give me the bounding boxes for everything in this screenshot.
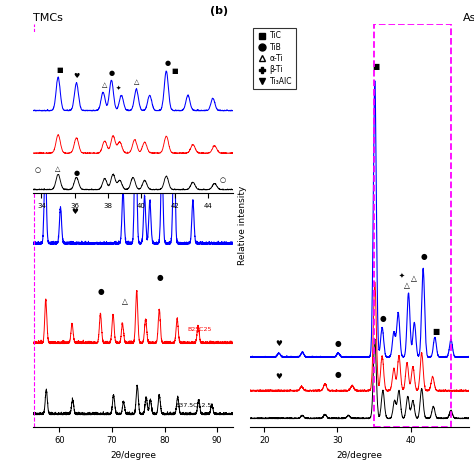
Text: ♥: ♥ [275, 338, 283, 347]
Text: ●: ● [160, 133, 166, 142]
Bar [374, 24, 451, 427]
Text: △: △ [122, 297, 128, 306]
Text: ♥: ♥ [72, 207, 79, 216]
Text: ●: ● [380, 314, 386, 323]
Y-axis label: Relative intensity: Relative intensity [238, 185, 247, 265]
Text: B25C25: B25C25 [187, 327, 212, 332]
Text: (b): (b) [210, 6, 228, 16]
X-axis label: 2θ/degree: 2θ/degree [337, 451, 383, 460]
Text: As-c: As-c [463, 13, 474, 23]
Text: ●: ● [334, 338, 341, 347]
Text: ●: ● [420, 252, 427, 261]
Text: B37.5C12.5: B37.5C12.5 [175, 403, 212, 408]
Text: ■: ■ [432, 327, 439, 336]
Text: TMCs: TMCs [33, 13, 63, 23]
Text: ♥: ♥ [275, 372, 283, 381]
Text: △: △ [404, 282, 410, 290]
Text: ●: ● [97, 287, 104, 296]
Text: △: △ [411, 274, 417, 283]
Text: ■: ■ [43, 136, 50, 145]
Text: ●: ● [157, 273, 164, 282]
Legend: TiC, TiB, α-Ti, β-Ti, Ti₃AlC: TiC, TiB, α-Ti, β-Ti, Ti₃AlC [254, 27, 296, 89]
Text: ■: ■ [372, 62, 379, 71]
Text: B12.5C37.5: B12.5C37.5 [175, 118, 212, 123]
X-axis label: 2θ/degree: 2θ/degree [110, 451, 156, 460]
Text: ✦: ✦ [399, 273, 405, 279]
Text: ●: ● [172, 109, 178, 118]
Text: ■: ■ [133, 74, 140, 83]
Text: ●: ● [334, 370, 341, 379]
Text: ●: ● [121, 164, 128, 173]
